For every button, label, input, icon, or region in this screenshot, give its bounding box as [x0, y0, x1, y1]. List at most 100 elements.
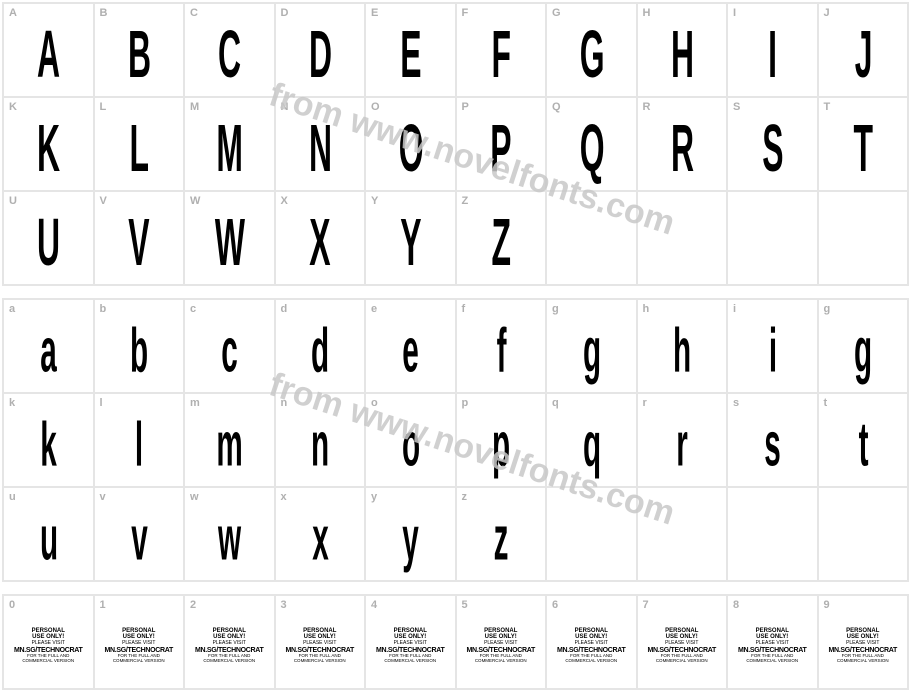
glyph-cell: HH: [637, 3, 728, 97]
cell-label: R: [643, 101, 651, 113]
cell-label: f: [462, 303, 466, 315]
glyph-cell: FF: [456, 3, 547, 97]
glyph: S: [762, 116, 782, 183]
glyph: t: [858, 414, 867, 476]
glyph-cell: cc: [184, 299, 275, 393]
digit-cell: 6PERSONALUSE ONLY!PLEASE VISITMN.SG/TECH…: [546, 595, 637, 689]
cell-label: Z: [462, 195, 469, 207]
glyph: Q: [579, 116, 603, 183]
glyph-cell: aa: [3, 299, 94, 393]
glyph: d: [311, 320, 328, 382]
glyph: g: [583, 320, 600, 382]
cell-label: y: [371, 491, 377, 503]
glyph: Z: [492, 210, 510, 277]
cell-label: X: [281, 195, 288, 207]
glyph-cell: xx: [275, 487, 366, 581]
glyph: e: [403, 320, 418, 382]
glyph: b: [130, 320, 147, 382]
digit-placeholder-text: PERSONALUSE ONLY!PLEASE VISITMN.SG/TECHN…: [14, 628, 83, 664]
glyph: p: [492, 414, 509, 476]
glyph: g: [854, 320, 871, 382]
glyph: r: [677, 414, 687, 476]
glyph-cell: kk: [3, 393, 94, 487]
glyph-cell: RR: [637, 97, 728, 191]
glyph-cell: uu: [3, 487, 94, 581]
digit-placeholder-text: PERSONALUSE ONLY!PLEASE VISITMN.SG/TECHN…: [738, 628, 807, 664]
glyph-cell: vv: [94, 487, 185, 581]
digit-cell: 8PERSONALUSE ONLY!PLEASE VISITMN.SG/TECH…: [727, 595, 818, 689]
cell-label: t: [824, 397, 828, 409]
glyph-cell: gg: [818, 299, 909, 393]
glyph-cell: MM: [184, 97, 275, 191]
cell-label: v: [100, 491, 106, 503]
glyph: W: [215, 210, 244, 277]
cell-label: 3: [281, 599, 287, 611]
glyph-cell: YY: [365, 191, 456, 285]
digit-cell: 3 PERSONALUSE ONLY!PLEASE VISITMN.SG/TECH…: [275, 595, 366, 689]
glyph: Y: [400, 210, 420, 277]
cell-label: r: [643, 397, 647, 409]
glyph-cell: gg: [546, 299, 637, 393]
glyph: F: [492, 22, 510, 89]
cell-label: 1: [100, 599, 106, 611]
glyph: o: [402, 414, 419, 476]
glyph: K: [37, 116, 59, 183]
glyph-cell: VV: [94, 191, 185, 285]
glyph-cell: DD: [275, 3, 366, 97]
cell-label: z: [462, 491, 468, 503]
glyph: H: [671, 22, 693, 89]
glyph: U: [37, 210, 59, 277]
cell-label: F: [462, 7, 469, 19]
glyph-cell: hh: [637, 299, 728, 393]
empty-cell: [637, 487, 728, 581]
cell-label: h: [643, 303, 650, 315]
font-chart: from www.novelfonts.com from www.novelfo…: [0, 0, 911, 692]
digit-placeholder-text: PERSONALUSE ONLY!PLEASE VISITMN.SG/TECHN…: [285, 628, 354, 664]
glyph: h: [673, 320, 690, 382]
glyph-cell: LL: [94, 97, 185, 191]
glyph: k: [41, 414, 56, 476]
glyph-cell: ss: [727, 393, 818, 487]
cell-label: T: [824, 101, 831, 113]
glyph: G: [579, 22, 603, 89]
glyph: R: [671, 116, 693, 183]
glyph-cell: ww: [184, 487, 275, 581]
cell-label: D: [281, 7, 289, 19]
cell-label: 7: [643, 599, 649, 611]
glyph: M: [217, 116, 242, 183]
digit-placeholder-text: PERSONALUSE ONLY!PLEASE VISITMN.SG/TECHN…: [466, 628, 535, 664]
glyph-cell: bb: [94, 299, 185, 393]
glyph-cell: UU: [3, 191, 94, 285]
glyph: N: [309, 116, 331, 183]
glyph: l: [135, 414, 142, 476]
cell-label: K: [9, 101, 17, 113]
cell-label: O: [371, 101, 380, 113]
glyph: w: [218, 508, 240, 570]
empty-cell: [818, 191, 909, 285]
glyph-cell: qq: [546, 393, 637, 487]
glyph-cell: nn: [275, 393, 366, 487]
cell-label: A: [9, 7, 17, 19]
cell-label: 6: [552, 599, 558, 611]
glyph: f: [496, 320, 505, 382]
glyph-cell: NN: [275, 97, 366, 191]
digit-cell: 1 PERSONALUSE ONLY!PLEASE VISITMN.SG/TECH…: [94, 595, 185, 689]
glyph-cell: XX: [275, 191, 366, 285]
glyph-cell: rr: [637, 393, 728, 487]
glyph-cell: GG: [546, 3, 637, 97]
cell-label: l: [100, 397, 103, 409]
empty-cell: [546, 487, 637, 581]
glyph-cell: ii: [727, 299, 818, 393]
digit-placeholder-text: PERSONALUSE ONLY!PLEASE VISITMN.SG/TECHN…: [104, 628, 173, 664]
cell-label: 5: [462, 599, 468, 611]
glyph: I: [768, 22, 776, 89]
glyph: O: [398, 116, 422, 183]
glyph-cell: EE: [365, 3, 456, 97]
glyph: z: [494, 508, 508, 570]
cell-label: 4: [371, 599, 377, 611]
glyph-cell: CC: [184, 3, 275, 97]
digit-placeholder-text: PERSONALUSE ONLY!PLEASE VISITMN.SG/TECHN…: [828, 628, 897, 664]
cell-label: c: [190, 303, 196, 315]
glyph-cell: KK: [3, 97, 94, 191]
glyph: X: [310, 210, 330, 277]
